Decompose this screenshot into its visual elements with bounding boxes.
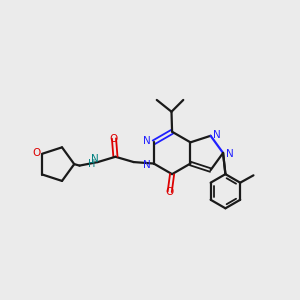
- Text: N: N: [143, 136, 151, 146]
- Text: N: N: [143, 160, 151, 170]
- Text: N: N: [91, 154, 99, 164]
- Text: H: H: [88, 159, 95, 169]
- Text: N: N: [226, 148, 233, 158]
- Text: N: N: [213, 130, 221, 140]
- Text: O: O: [33, 148, 41, 158]
- Text: O: O: [110, 134, 118, 143]
- Text: O: O: [166, 187, 174, 197]
